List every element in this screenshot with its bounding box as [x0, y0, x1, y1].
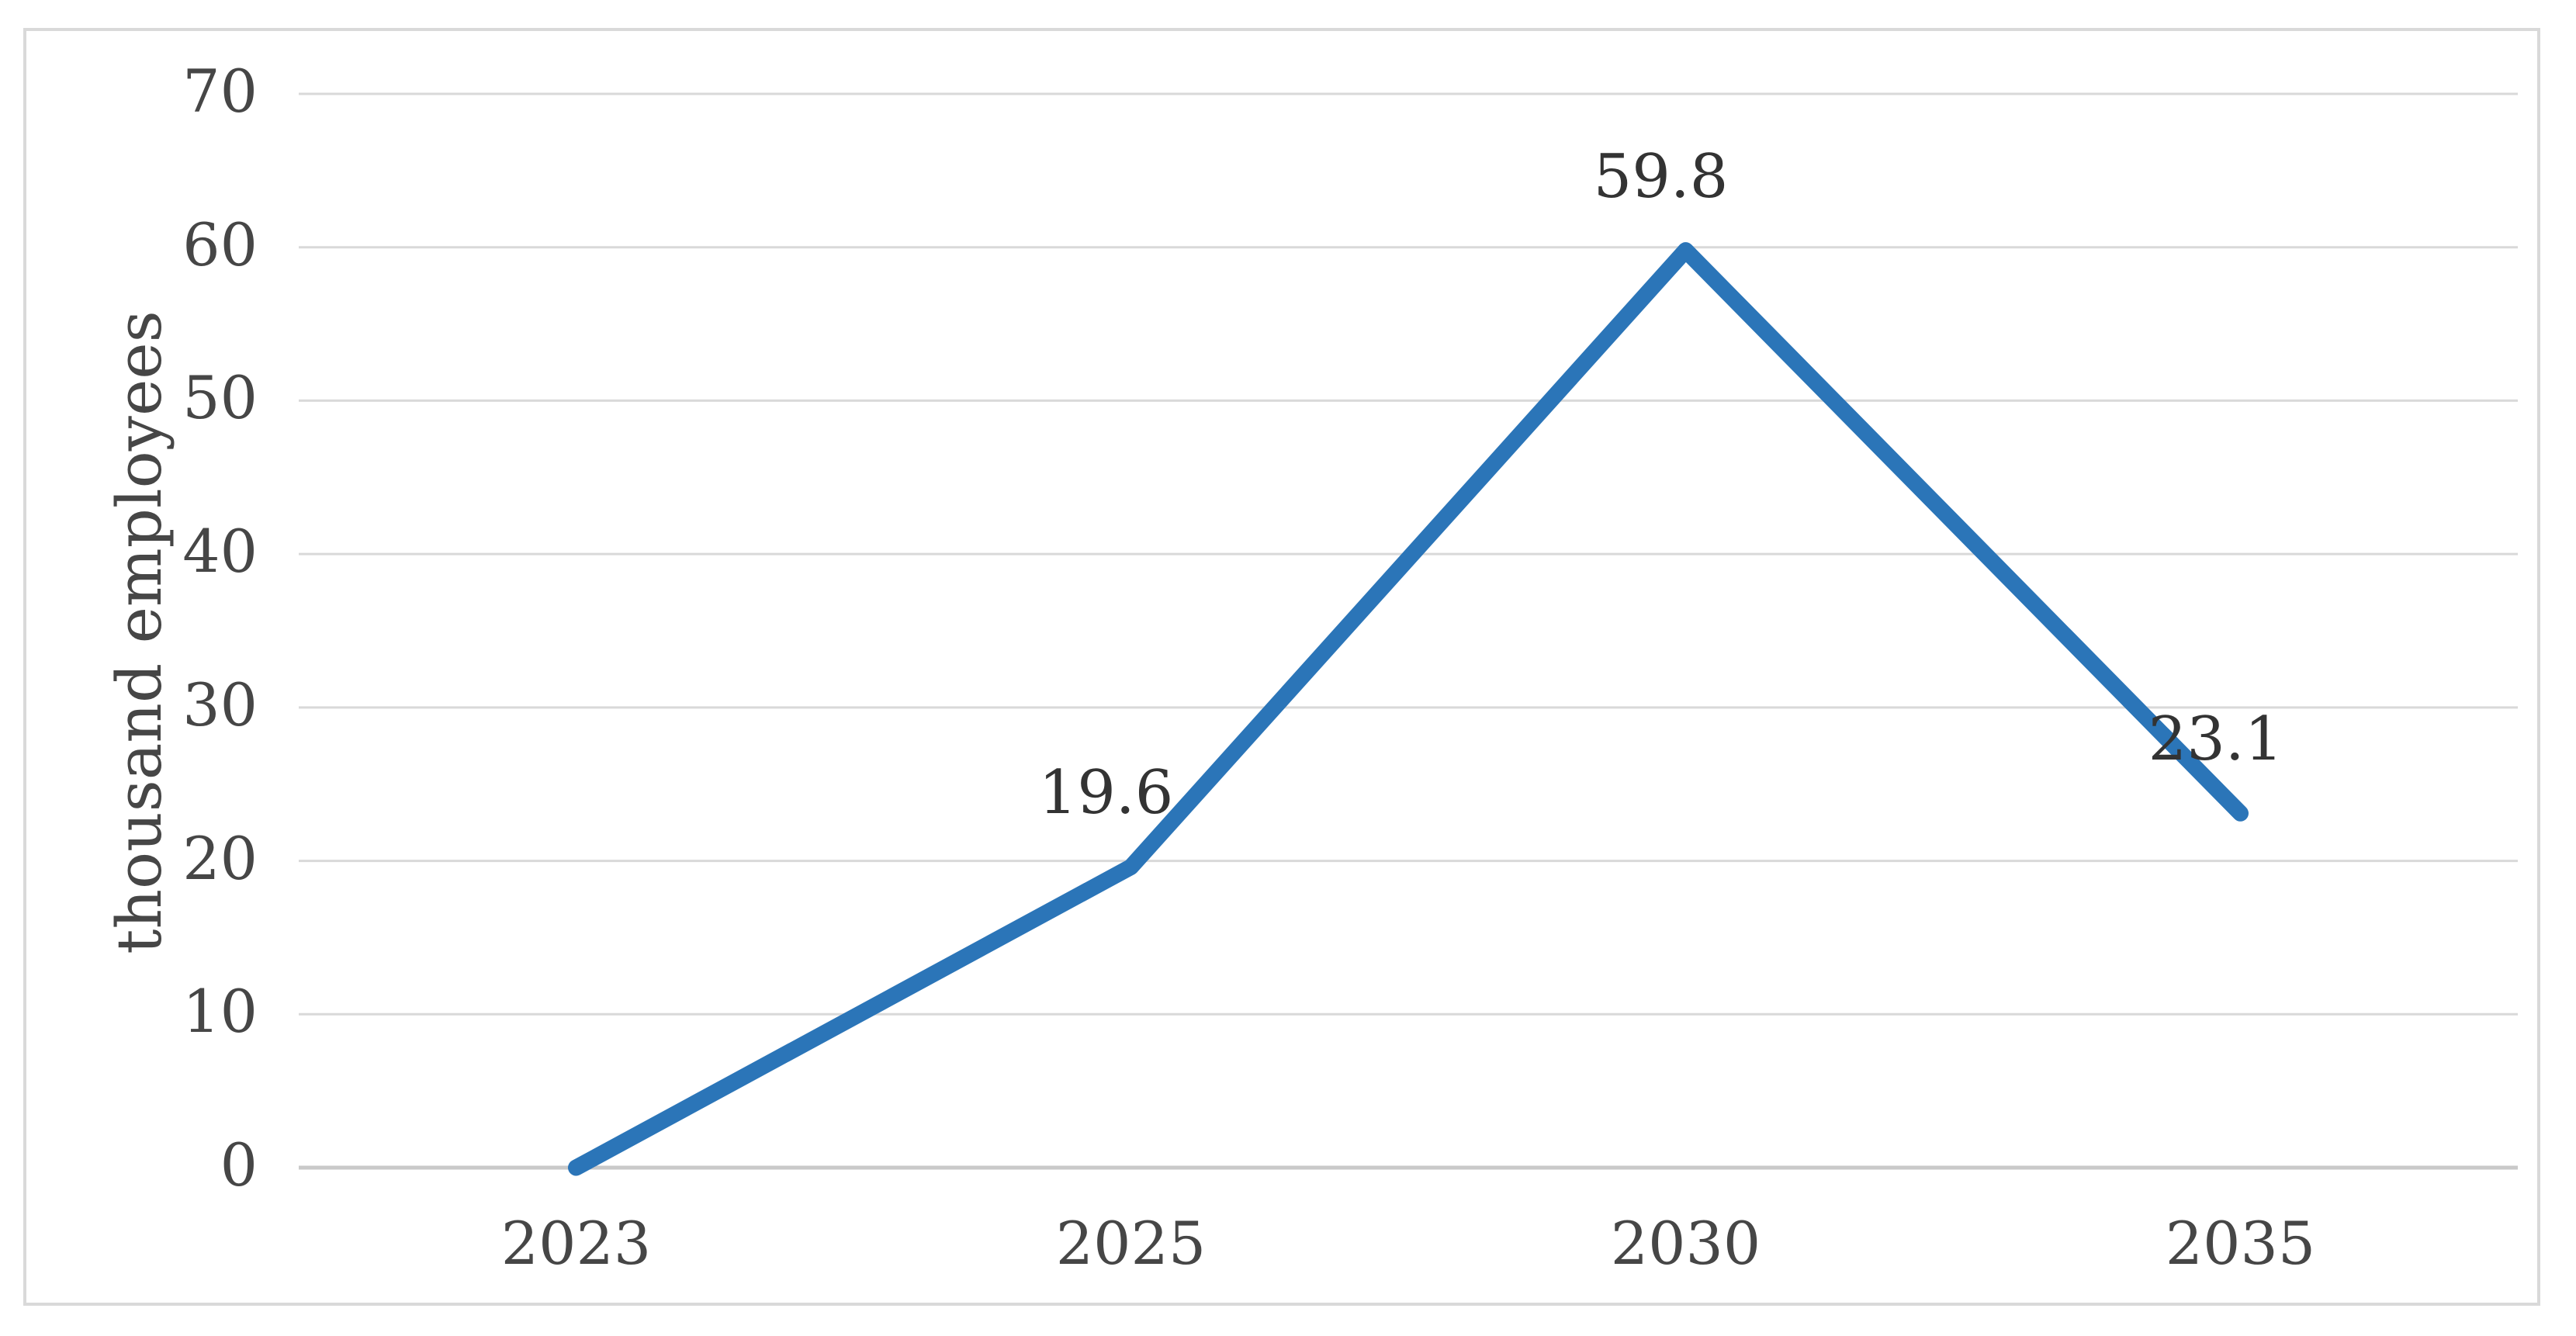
y-tick-label: 0 [220, 1130, 258, 1199]
x-tick-label: 2023 [500, 1209, 652, 1278]
data-point-label: 59.8 [1593, 141, 1729, 212]
y-tick-label: 10 [182, 977, 258, 1047]
y-tick-label: 20 [182, 823, 258, 893]
y-tick-label: 40 [182, 517, 258, 587]
x-tick-label: 2025 [1055, 1209, 1207, 1278]
data-point-label: 23.1 [2148, 704, 2283, 775]
y-tick-label: 30 [182, 670, 258, 739]
horizontal-gridlines [299, 92, 2518, 1016]
data-point-label: 19.6 [1038, 758, 1174, 829]
x-tick-label: 2035 [2165, 1209, 2316, 1278]
y-tick-label: 60 [182, 209, 258, 279]
line-series [568, 242, 2249, 1176]
y-tick-label: 70 [182, 56, 258, 126]
y-tick-label: 50 [182, 363, 258, 433]
x-tick-label: 2030 [1610, 1209, 1761, 1278]
figure-border [23, 28, 2540, 1306]
